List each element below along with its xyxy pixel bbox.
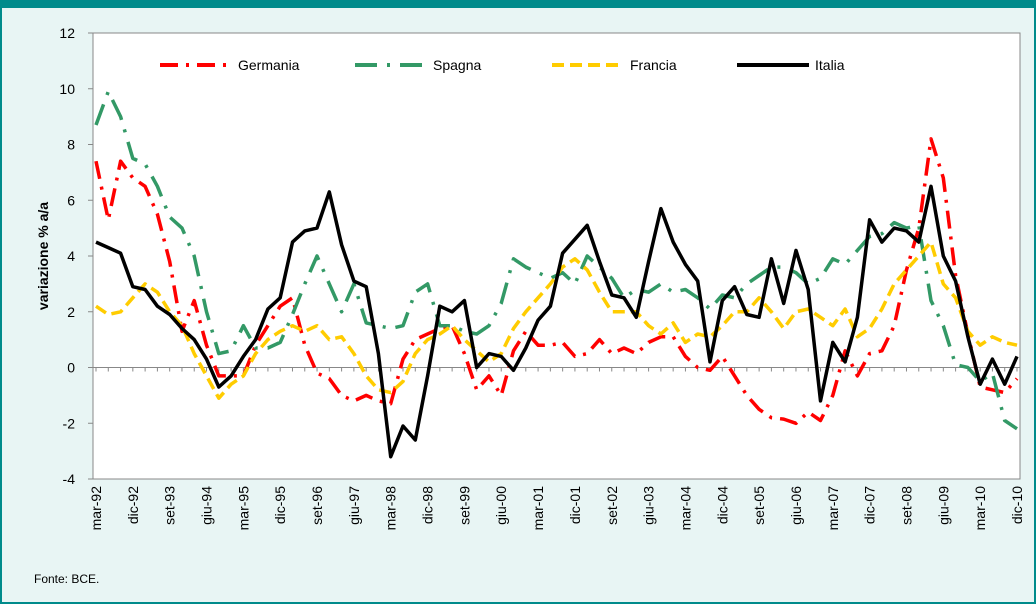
x-tick-label: set-08 xyxy=(898,486,914,525)
x-tick-label: mar-92 xyxy=(88,486,104,531)
y-tick-label: -4 xyxy=(63,471,76,487)
legend-label: Spagna xyxy=(433,57,481,73)
y-tick-label: 2 xyxy=(67,304,75,320)
series-line xyxy=(94,137,1019,426)
y-tick-label: 10 xyxy=(59,81,75,97)
x-tick-label: set-02 xyxy=(604,486,620,525)
x-tick-label: giu-94 xyxy=(199,486,215,525)
legend-label: Francia xyxy=(630,57,677,73)
x-tick-label: dic-01 xyxy=(567,486,583,524)
y-tick-label: 8 xyxy=(67,137,75,153)
plot-area xyxy=(92,32,1021,480)
legend-label: Italia xyxy=(815,57,845,73)
legend-label: Germania xyxy=(238,57,300,73)
x-tick-label: giu-03 xyxy=(641,486,657,525)
x-tick-label: set-99 xyxy=(456,486,472,525)
x-tick-label: mar-04 xyxy=(677,486,693,531)
x-tick-label: set-05 xyxy=(751,486,767,525)
x-tick-label: giu-06 xyxy=(788,486,804,525)
x-tick-label: mar-98 xyxy=(383,486,399,531)
x-tick-label: giu-00 xyxy=(493,486,509,525)
y-tick-label: 4 xyxy=(67,248,75,264)
x-tick-label: dic-07 xyxy=(862,486,878,524)
source: Fonte: BCE. xyxy=(34,572,99,586)
x-tick-label: mar-07 xyxy=(825,486,841,531)
y-tick-label: 0 xyxy=(67,360,75,376)
x-tick-label: dic-95 xyxy=(272,486,288,524)
series-line xyxy=(95,184,1019,459)
x-tick-label: dic-10 xyxy=(1009,486,1025,524)
x-tick-label: dic-92 xyxy=(125,486,141,524)
y-tick-label: -2 xyxy=(63,415,76,431)
x-tick-label: set-93 xyxy=(162,486,178,525)
x-tick-label: giu-09 xyxy=(935,486,951,525)
x-tick-label: mar-95 xyxy=(235,486,251,531)
x-tick-label: dic-98 xyxy=(420,486,436,524)
x-tick-label: mar-01 xyxy=(530,486,546,531)
x-tick-label: giu-97 xyxy=(346,486,362,525)
series-line xyxy=(95,240,1018,400)
x-tick-label: dic-04 xyxy=(714,486,730,524)
y-tick-label: 6 xyxy=(67,192,75,208)
y-axis-label: variazione % a/a xyxy=(35,202,51,310)
x-tick-label: set-96 xyxy=(309,486,325,525)
y-tick-label: 12 xyxy=(59,25,75,41)
x-tick-label: mar-10 xyxy=(972,486,988,531)
